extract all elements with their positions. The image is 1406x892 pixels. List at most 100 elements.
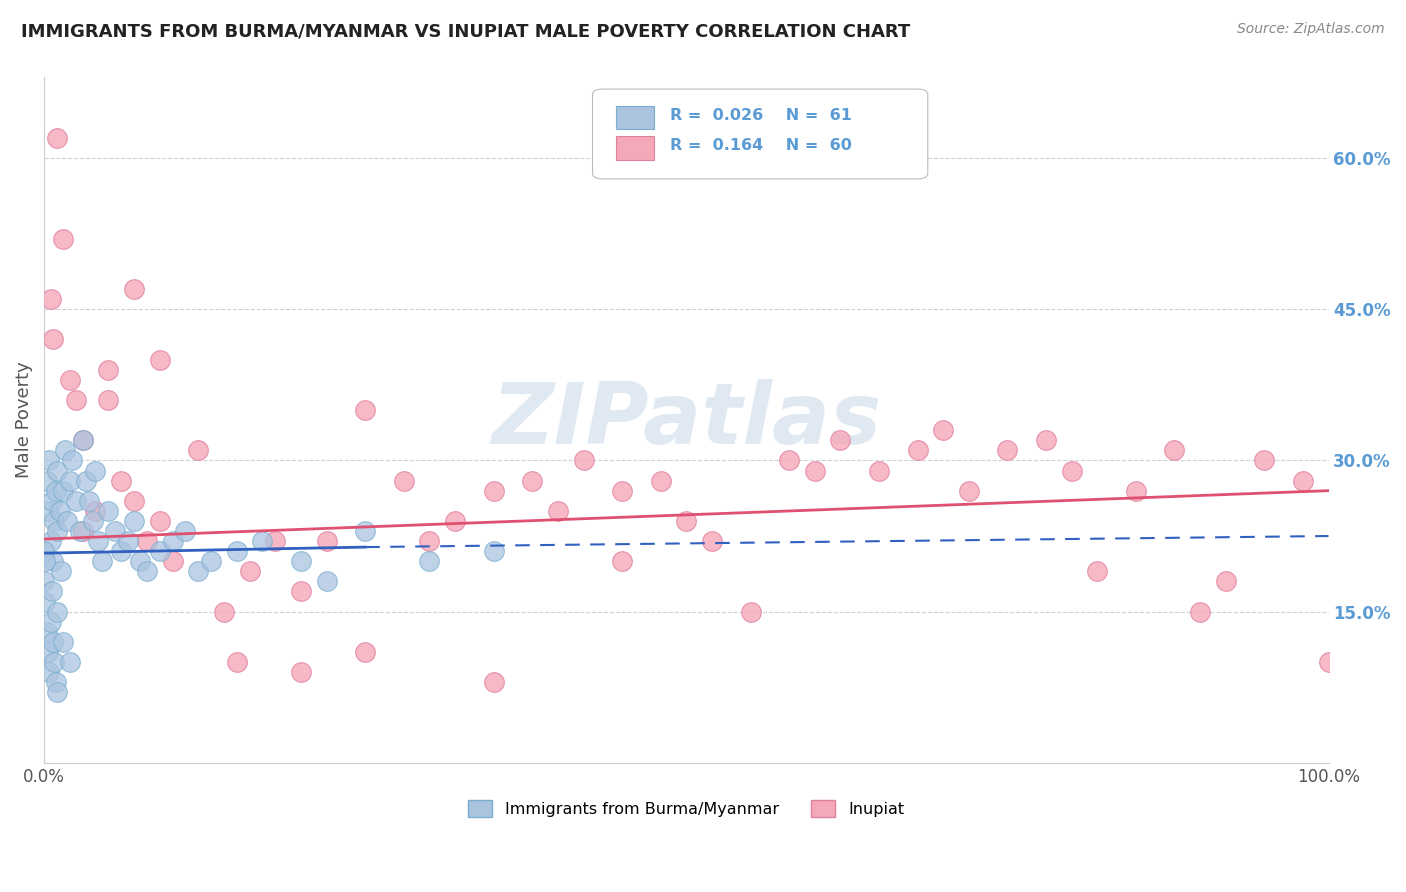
Point (572, 453, 595, 467)
Text: R =  0.164    N =  60: R = 0.164 N = 60 (669, 138, 852, 153)
Text: ZIPatlas: ZIPatlas (491, 378, 882, 462)
Point (65, 493, 87, 508)
Text: Source: ZipAtlas.com: Source: ZipAtlas.com (1237, 22, 1385, 37)
Point (444, 514, 467, 528)
Point (45, 675, 67, 690)
Point (290, 665, 312, 679)
Point (830, 434, 852, 448)
Point (482, 675, 505, 690)
Point (778, 453, 800, 467)
Point (868, 463, 890, 477)
Point (225, 655, 247, 669)
Point (122, 493, 145, 508)
Point (32, 574, 55, 589)
Point (610, 483, 633, 498)
Point (44, 655, 66, 669)
Point (97, 362, 120, 376)
Point (42, 554, 65, 568)
Y-axis label: Male Poverty: Male Poverty (15, 362, 32, 478)
Point (174, 524, 197, 538)
Point (35, 624, 58, 639)
Point (37, 645, 59, 659)
Point (1292, 474, 1315, 488)
Point (135, 534, 157, 549)
Point (52, 483, 75, 498)
Point (60, 453, 83, 467)
Point (72, 434, 94, 448)
Point (354, 645, 377, 659)
Point (315, 534, 337, 549)
Point (149, 544, 172, 558)
Point (65, 392, 87, 407)
Point (46, 463, 69, 477)
Point (675, 514, 697, 528)
Point (482, 544, 505, 558)
Point (59, 655, 82, 669)
Point (392, 474, 415, 488)
Point (41, 493, 63, 508)
Point (740, 605, 762, 619)
FancyBboxPatch shape (592, 89, 928, 179)
Point (187, 564, 209, 578)
Point (35, 474, 58, 488)
Point (41, 584, 63, 599)
Point (122, 282, 145, 296)
Point (42, 635, 65, 649)
Point (957, 483, 980, 498)
Point (53, 443, 76, 458)
Point (1035, 434, 1057, 448)
Point (59, 373, 82, 387)
Point (187, 443, 209, 458)
Point (239, 564, 262, 578)
Point (418, 554, 440, 568)
Point (97, 504, 120, 518)
Point (117, 534, 139, 549)
Point (650, 474, 672, 488)
Point (72, 434, 94, 448)
Point (907, 443, 929, 458)
Legend: Immigrants from Burma/Myanmar, Inupiat: Immigrants from Burma/Myanmar, Inupiat (463, 794, 911, 823)
Point (82, 514, 104, 528)
Point (482, 483, 505, 498)
Point (76, 474, 98, 488)
Point (46, 685, 69, 699)
Point (200, 554, 222, 568)
Point (135, 564, 157, 578)
Point (90, 554, 112, 568)
Point (38, 453, 60, 467)
Point (932, 423, 955, 437)
Point (1085, 564, 1108, 578)
Point (34, 554, 56, 568)
Point (290, 554, 312, 568)
Point (46, 605, 69, 619)
Text: IMMIGRANTS FROM BURMA/MYANMAR VS INUPIAT MALE POVERTY CORRELATION CHART: IMMIGRANTS FROM BURMA/MYANMAR VS INUPIAT… (21, 22, 910, 40)
Point (522, 474, 544, 488)
Point (87, 534, 110, 549)
Point (52, 635, 75, 649)
Text: R =  0.026    N =  61: R = 0.026 N = 61 (669, 108, 852, 122)
Point (122, 514, 145, 528)
Point (46, 524, 69, 538)
Point (997, 443, 1019, 458)
Point (39, 292, 62, 306)
Point (49, 564, 72, 578)
Point (37, 504, 59, 518)
Point (1125, 483, 1147, 498)
Point (803, 463, 825, 477)
Point (45, 483, 67, 498)
Point (1060, 463, 1083, 477)
Point (84, 504, 107, 518)
Point (38, 665, 60, 679)
Point (52, 232, 75, 246)
Point (104, 524, 127, 538)
Point (84, 463, 107, 477)
Point (162, 534, 184, 549)
Point (39, 534, 62, 549)
Point (77, 493, 100, 508)
Point (610, 554, 633, 568)
Point (149, 352, 172, 367)
Point (700, 534, 723, 549)
Point (46, 131, 69, 145)
Point (1253, 453, 1275, 467)
Point (110, 474, 132, 488)
